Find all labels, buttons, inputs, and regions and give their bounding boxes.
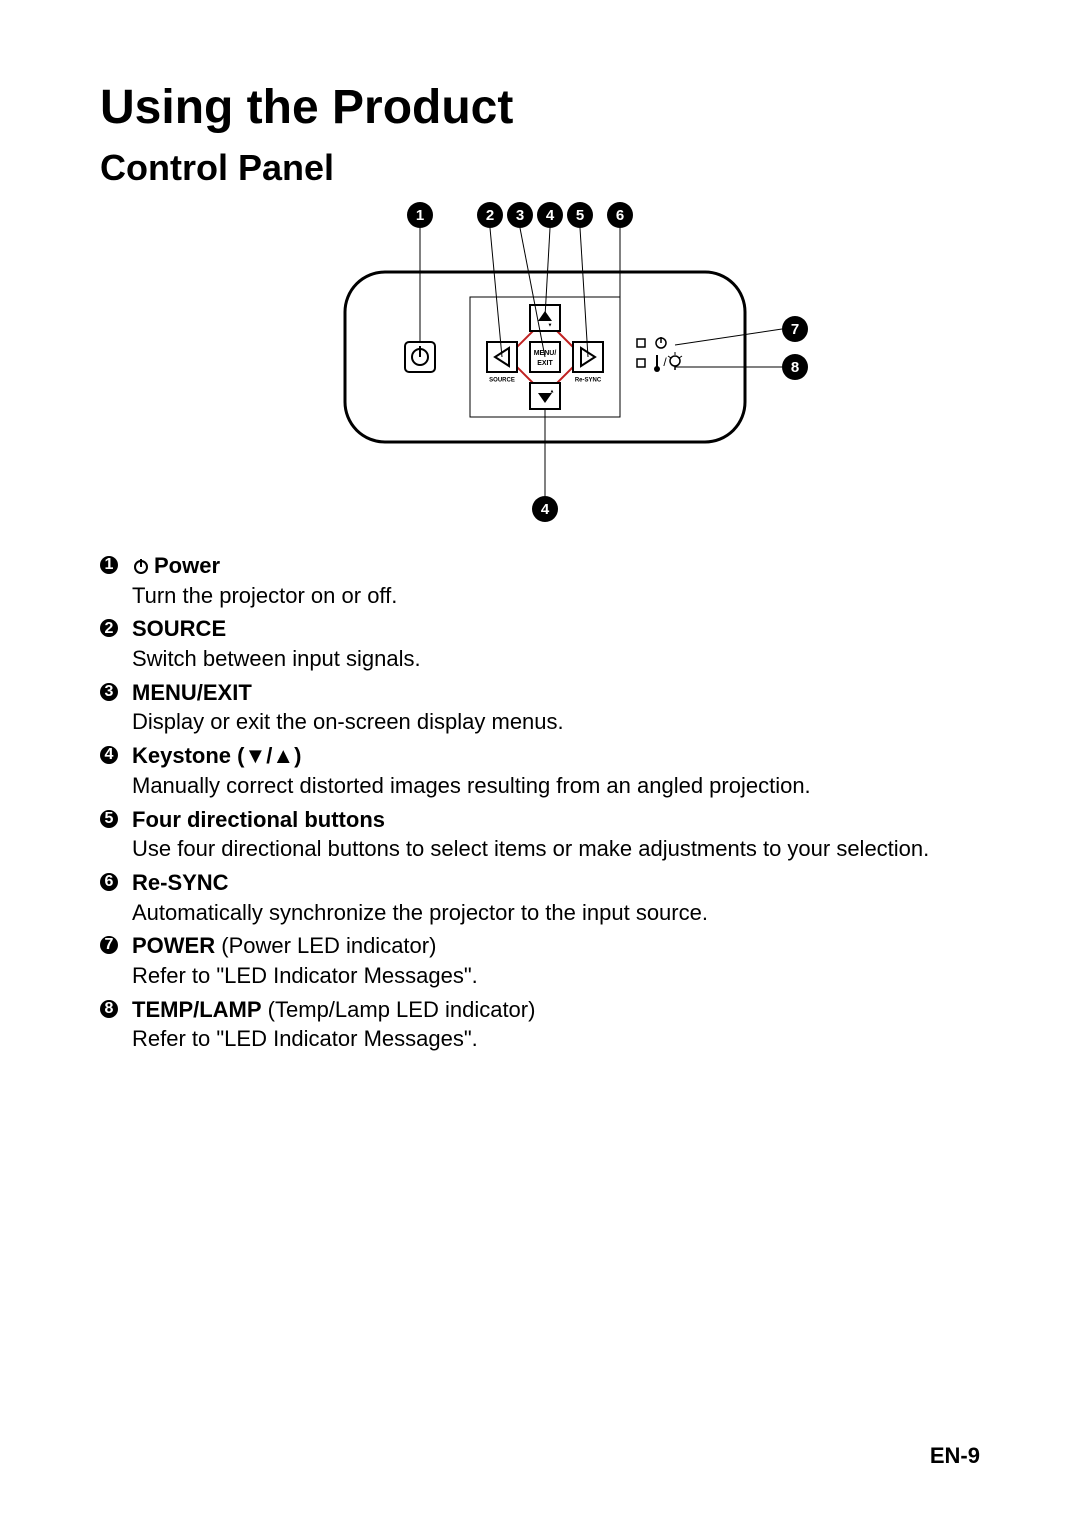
item-body: Four directional buttonsUse four directi… — [132, 805, 990, 864]
item-title: Re-SYNC — [132, 870, 229, 895]
svg-text:EXIT: EXIT — [537, 360, 553, 367]
item-number-badge: 6 — [100, 873, 118, 891]
control-item: 6 Re-SYNC Automatically synchronize the pr… — [100, 868, 990, 927]
manual-page: Using the Product Control Panel SOURCE ▼ M… — [0, 0, 1080, 1529]
item-title: TEMP/LAMP — [132, 997, 262, 1022]
item-title: MENU/EXIT — [132, 680, 252, 705]
item-description: Refer to "LED Indicator Messages". — [132, 1024, 990, 1054]
item-title: Four directional buttons — [132, 807, 385, 832]
svg-text:/: / — [663, 355, 667, 369]
item-number-badge: 4 — [100, 746, 118, 764]
item-number-badge: 5 — [100, 810, 118, 828]
item-body: TEMP/LAMP (Temp/Lamp LED indicator)Refer… — [132, 995, 990, 1054]
control-descriptions: 1 Power Turn the projector on or off. 2 SOUR… — [100, 551, 990, 1054]
control-item: 1 Power Turn the projector on or off. — [100, 551, 990, 610]
svg-text:7: 7 — [791, 321, 799, 338]
control-item: 4 Keystone (▼/▲) Manually correct distorte… — [100, 741, 990, 800]
item-description: Refer to "LED Indicator Messages". — [132, 961, 990, 991]
svg-text:1: 1 — [416, 207, 424, 224]
svg-text:4: 4 — [546, 207, 555, 224]
svg-text:▼: ▼ — [548, 322, 553, 328]
svg-text:4: 4 — [541, 501, 550, 518]
item-description: Display or exit the on-screen display me… — [132, 707, 990, 737]
item-title: Power — [154, 553, 220, 578]
item-body: SOURCE Switch between input signals. — [132, 614, 990, 673]
item-title-extra: (Temp/Lamp LED indicator) — [262, 997, 536, 1022]
item-number-badge: 1 — [100, 556, 118, 574]
control-item: 2 SOURCE Switch between input signals. — [100, 614, 990, 673]
svg-text:Re-SYNC: Re-SYNC — [575, 378, 602, 384]
item-number-badge: 7 — [100, 936, 118, 954]
item-number-badge: 8 — [100, 1000, 118, 1018]
control-item: 5 Four directional buttonsUse four direct… — [100, 805, 990, 864]
item-description: Manually correct distorted images result… — [132, 771, 990, 801]
item-body: Power Turn the projector on or off. — [132, 551, 990, 610]
svg-text:▲: ▲ — [550, 388, 555, 394]
section-title: Control Panel — [100, 147, 990, 189]
page-title: Using the Product — [100, 80, 990, 135]
item-body: MENU/EXITDisplay or exit the on-screen d… — [132, 678, 990, 737]
svg-text:3: 3 — [516, 207, 524, 224]
control-item: 8 TEMP/LAMP (Temp/Lamp LED indicator)Refe… — [100, 995, 990, 1054]
item-title-extra: (Power LED indicator) — [215, 933, 436, 958]
control-item: 7 POWER (Power LED indicator) Refer to "LE… — [100, 931, 990, 990]
item-title: POWER — [132, 933, 215, 958]
control-panel-diagram: SOURCE▼MENU/EXIT▲Re-SYNC/123456784 — [265, 197, 825, 527]
item-body: POWER (Power LED indicator) Refer to "LED… — [132, 931, 990, 990]
svg-text:2: 2 — [486, 207, 494, 224]
item-description: Use four directional buttons to select i… — [132, 834, 990, 864]
item-title: SOURCE — [132, 616, 226, 641]
power-icon — [132, 557, 150, 575]
item-number-badge: 2 — [100, 619, 118, 637]
item-number-badge: 3 — [100, 683, 118, 701]
item-body: Re-SYNC Automatically synchronize the pro… — [132, 868, 990, 927]
svg-text:5: 5 — [576, 207, 584, 224]
control-item: 3 MENU/EXITDisplay or exit the on-screen … — [100, 678, 990, 737]
item-body: Keystone (▼/▲) Manually correct distorted… — [132, 741, 990, 800]
svg-text:8: 8 — [791, 359, 799, 376]
item-description: Turn the projector on or off. — [132, 581, 990, 611]
item-description: Automatically synchronize the projector … — [132, 898, 990, 928]
page-footer: EN-9 — [930, 1443, 980, 1469]
item-description: Switch between input signals. — [132, 644, 990, 674]
item-title: Keystone (▼/▲) — [132, 743, 301, 768]
svg-text:SOURCE: SOURCE — [489, 378, 515, 384]
svg-text:6: 6 — [616, 207, 624, 224]
